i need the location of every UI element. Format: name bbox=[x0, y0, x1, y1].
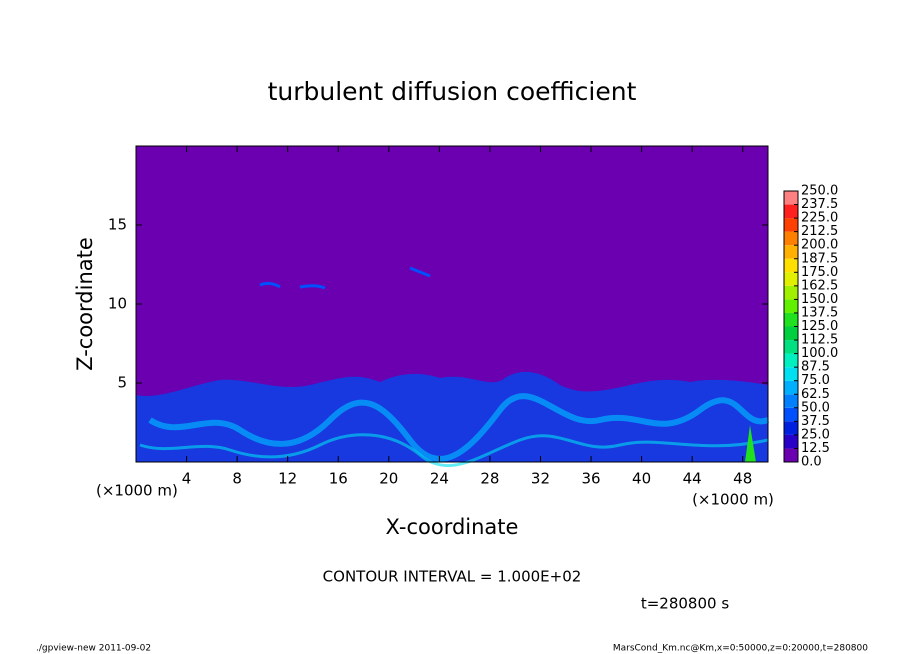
colorbar-label: 50.0 bbox=[801, 400, 830, 415]
x-tick-label: 32 bbox=[531, 470, 550, 488]
colorbar-label: 162.5 bbox=[801, 278, 838, 293]
x-tick-label: 4 bbox=[182, 470, 192, 488]
colorbar-label: 187.5 bbox=[801, 251, 838, 266]
colorbar-label: 37.5 bbox=[801, 414, 830, 429]
y-tick-label: 10 bbox=[108, 295, 127, 313]
colorbar-segment bbox=[784, 218, 798, 232]
x-tick-label: 36 bbox=[581, 470, 600, 488]
turbulent-layer bbox=[136, 371, 768, 462]
colorbar-label: 62.5 bbox=[801, 387, 830, 402]
colorbar-segment bbox=[784, 191, 798, 205]
time-label: t=280800 s bbox=[641, 595, 729, 613]
upper-patch bbox=[259, 266, 431, 290]
colorbar-segment bbox=[784, 258, 798, 273]
colorbar-segment bbox=[784, 340, 798, 354]
colorbar-segment bbox=[784, 231, 798, 246]
chart-title: turbulent diffusion coefficient bbox=[268, 77, 637, 106]
colorbar-segment bbox=[784, 367, 798, 381]
colorbar-segment bbox=[784, 245, 798, 259]
colorbar-label: 100.0 bbox=[801, 346, 838, 361]
green-patch bbox=[745, 425, 756, 462]
y-tick-label: 5 bbox=[117, 374, 127, 392]
colorbar-label: 75.0 bbox=[801, 373, 830, 388]
footer-right: MarsCond_Km.nc@Km,x=0:50000,z=0:20000,t=… bbox=[613, 644, 868, 654]
x-tick-label: 28 bbox=[480, 470, 499, 488]
x-tick-label: 44 bbox=[683, 470, 702, 488]
colorbar-segment bbox=[784, 285, 798, 300]
colorbar-segment bbox=[784, 272, 798, 286]
field bbox=[135, 145, 770, 468]
colorbar-label: 0.0 bbox=[801, 455, 822, 470]
x-tick-label: 40 bbox=[632, 470, 651, 488]
x-tick-label: 16 bbox=[329, 470, 348, 488]
colorbar-segment bbox=[784, 353, 798, 368]
colorbar-label: 87.5 bbox=[801, 360, 830, 375]
colorbar-segment bbox=[784, 299, 798, 313]
colorbar-segment bbox=[784, 407, 798, 422]
colorbar-label: 150.0 bbox=[801, 292, 838, 307]
colorbar-segment bbox=[784, 204, 798, 219]
y-tick-label: 15 bbox=[108, 216, 127, 234]
x-tick-label: 20 bbox=[379, 470, 398, 488]
y-axis-label: Z-coordinate bbox=[73, 237, 97, 371]
colorbar-label: 200.0 bbox=[801, 238, 838, 253]
contour-interval: CONTOUR INTERVAL = 1.000E+02 bbox=[323, 568, 582, 586]
x-unit: (×1000 m) bbox=[96, 482, 178, 500]
colorbar-label: 25.0 bbox=[801, 427, 830, 442]
colorbar-segment bbox=[784, 394, 798, 408]
colorbar-segment bbox=[784, 434, 798, 449]
colorbar-label: 225.0 bbox=[801, 211, 838, 226]
colorbar-segment bbox=[784, 326, 798, 341]
colorbar-label: 237.5 bbox=[801, 197, 838, 212]
x-tick-label: 24 bbox=[430, 470, 449, 488]
colorbar-segment bbox=[784, 421, 798, 435]
colorbar-segment bbox=[784, 312, 798, 327]
colorbar-label: 175.0 bbox=[801, 265, 838, 280]
colorbar-label: 137.5 bbox=[801, 305, 838, 320]
colorbar-label: 12.5 bbox=[801, 441, 830, 456]
x-unit: (×1000 m) bbox=[692, 491, 774, 509]
colorbar-label: 112.5 bbox=[801, 333, 838, 348]
colorbar-segment bbox=[784, 380, 798, 395]
footer-left: ./gpview-new 2011-09-02 bbox=[36, 644, 151, 654]
colorbar-label: 212.5 bbox=[801, 224, 838, 239]
colorbar-segment bbox=[784, 448, 798, 462]
x-tick-label: 12 bbox=[278, 470, 297, 488]
x-tick-label: 8 bbox=[232, 470, 242, 488]
colorbar-label: 250.0 bbox=[801, 184, 838, 199]
turbulent-streak bbox=[139, 433, 769, 468]
x-axis-label: X-coordinate bbox=[386, 515, 519, 539]
x-tick-label: 48 bbox=[733, 470, 752, 488]
colorbar-label: 125.0 bbox=[801, 319, 838, 334]
turbulent-streak bbox=[148, 393, 770, 462]
